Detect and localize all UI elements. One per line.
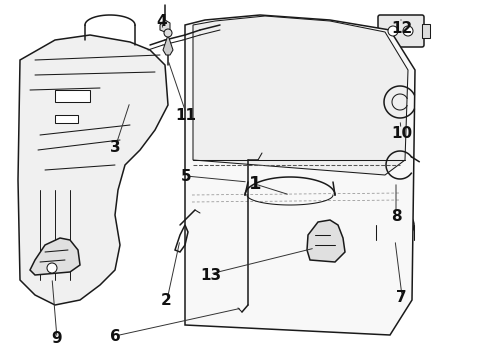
Polygon shape [160, 20, 170, 32]
Polygon shape [422, 24, 430, 38]
Circle shape [388, 26, 398, 36]
Circle shape [47, 263, 57, 273]
Polygon shape [55, 90, 90, 102]
Polygon shape [193, 16, 408, 175]
Text: 12: 12 [391, 21, 413, 36]
Polygon shape [30, 238, 80, 275]
FancyBboxPatch shape [378, 15, 424, 47]
Text: 3: 3 [110, 140, 121, 155]
Text: 10: 10 [391, 126, 413, 141]
Polygon shape [55, 115, 78, 123]
Text: 6: 6 [110, 329, 121, 344]
Text: 9: 9 [51, 331, 62, 346]
Text: 11: 11 [176, 108, 196, 123]
Polygon shape [307, 220, 345, 262]
Text: 5: 5 [181, 169, 192, 184]
Text: 7: 7 [396, 289, 407, 305]
Circle shape [164, 29, 172, 37]
Text: 8: 8 [392, 208, 402, 224]
Ellipse shape [376, 210, 414, 240]
Polygon shape [163, 35, 173, 55]
Ellipse shape [385, 217, 405, 233]
Circle shape [403, 26, 413, 36]
Polygon shape [18, 35, 168, 305]
Text: 1: 1 [248, 175, 261, 193]
Text: 4: 4 [156, 14, 167, 29]
Text: 13: 13 [200, 268, 221, 283]
Text: 2: 2 [161, 293, 172, 308]
Polygon shape [185, 15, 415, 335]
